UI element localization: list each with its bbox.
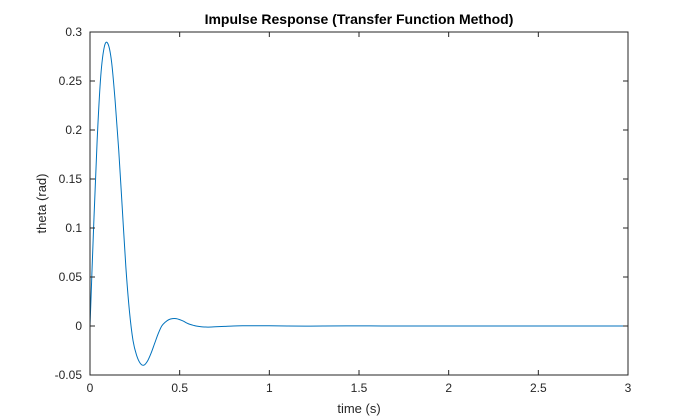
x-tick-label: 0.5 (171, 381, 188, 395)
y-tick-label: 0.25 (59, 74, 83, 88)
x-tick-label: 1 (266, 381, 273, 395)
series-line-theta[interactable] (89, 41, 628, 366)
y-tick-label: 0.2 (65, 123, 82, 137)
x-tick-label: 1.5 (351, 381, 368, 395)
x-tick-label: 0 (87, 381, 94, 395)
x-tick-label: 2 (445, 381, 452, 395)
y-tick-label: 0 (75, 319, 82, 333)
y-tick-label: 0.1 (65, 221, 82, 235)
y-tick-label: 0.3 (65, 25, 82, 39)
plot-area[interactable] (90, 32, 628, 375)
x-axis-label: time (s) (337, 401, 380, 416)
x-axis-ticks: 0 0.5 1 1.5 2 2.5 3 (87, 32, 632, 395)
chart-title: Impulse Response (Transfer Function Meth… (205, 11, 514, 27)
y-axis-label: theta (rad) (34, 174, 49, 234)
x-tick-label: 2.5 (530, 381, 547, 395)
y-axis-ticks: -0.05 0 0.05 0.1 0.15 0.2 0.25 0.3 (55, 25, 628, 382)
data-layer (89, 41, 628, 366)
x-tick-label: 3 (625, 381, 632, 395)
y-tick-label: 0.15 (59, 172, 83, 186)
y-tick-label: 0.05 (59, 270, 83, 284)
y-tick-label: -0.05 (55, 368, 83, 382)
